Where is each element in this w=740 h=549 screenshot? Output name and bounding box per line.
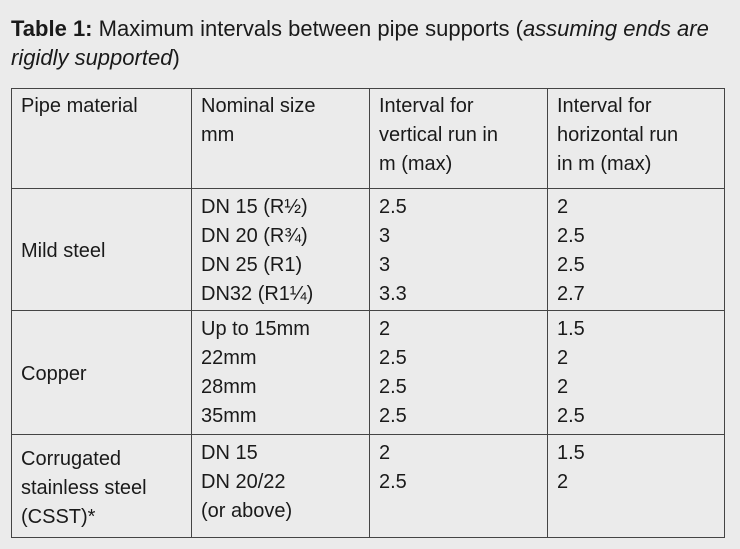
horizontal-value: 2.5 [557, 225, 585, 247]
header-line: Interval for [379, 95, 474, 117]
header-horizontal-interval: Interval for horizontal run in m (max) [547, 88, 725, 189]
header-line: in m (max) [557, 153, 652, 175]
material-line: Mild steel [21, 240, 106, 262]
material-line: Copper [21, 363, 87, 385]
size-value: DN 25 (R1) [201, 254, 303, 276]
size-value: 35mm [201, 405, 257, 427]
vertical-value: 2 [379, 442, 391, 464]
header-line: horizontal run [557, 124, 679, 146]
vertical-cell: 2.5 3 3 3.3 [369, 188, 548, 311]
vertical-cell: 2 2.5 [369, 434, 548, 538]
horizontal-cell: 1.5 2 2 2.5 [547, 310, 725, 435]
horizontal-value: 1.5 [557, 442, 585, 464]
size-value: DN 15 [201, 442, 258, 464]
caption-note: assuming ends are rigidly supported [11, 16, 709, 70]
horizontal-value: 2 [557, 376, 569, 398]
vertical-value: 2.5 [379, 405, 407, 427]
size-value: DN 15 (R½) [201, 196, 308, 218]
vertical-cell: 2 2.5 2.5 2.5 [369, 310, 548, 435]
horizontal-value: 2.5 [557, 254, 585, 276]
table-row-copper: Copper Up to 15mm 22mm 28mm 35mm 2 2.5 2… [11, 310, 725, 435]
material-cell: Mild steel [11, 188, 192, 311]
horizontal-value: 1.5 [557, 318, 585, 340]
header-vertical-interval: Interval for vertical run in m (max) [369, 88, 548, 189]
size-value: DN 20 (R¾) [201, 225, 308, 247]
vertical-value: 3 [379, 254, 391, 276]
header-nominal-size: Nominal size mm [191, 88, 370, 189]
material-cell: Corrugated stainless steel (CSST)* [11, 434, 192, 538]
material-cell: Copper [11, 310, 192, 435]
size-cell: Up to 15mm 22mm 28mm 35mm [191, 310, 370, 435]
horizontal-value: 2 [557, 196, 569, 218]
size-cell: DN 15 DN 20/22 (or above) [191, 434, 370, 538]
size-cell: DN 15 (R½) DN 20 (R¾) DN 25 (R1) DN32 (R… [191, 188, 370, 311]
table-row-csst: Corrugated stainless steel (CSST)* DN 15… [11, 434, 725, 538]
vertical-value: 2.5 [379, 196, 407, 218]
header-line: mm [201, 124, 235, 146]
size-value: (or above) [201, 500, 293, 522]
header-line: m (max) [379, 153, 453, 175]
vertical-value: 2.5 [379, 471, 407, 493]
table-row-mild-steel: Mild steel DN 15 (R½) DN 20 (R¾) DN 25 (… [11, 188, 725, 311]
caption-label: Table 1: [11, 16, 93, 41]
vertical-value: 3.3 [379, 283, 407, 305]
caption-text: Maximum intervals between pipe supports … [92, 16, 523, 41]
header-line: vertical run in [379, 124, 498, 146]
size-value: 22mm [201, 347, 257, 369]
material-line: (CSST)* [21, 505, 96, 528]
horizontal-value: 2 [557, 471, 569, 493]
header-row: Pipe material Nominal size mm Interval f… [11, 88, 725, 189]
table-caption: Table 1: Maximum intervals between pipe … [11, 14, 731, 72]
vertical-value: 2.5 [379, 376, 407, 398]
vertical-value: 2 [379, 318, 391, 340]
size-value: DN32 (R1¼) [201, 283, 314, 305]
size-value: Up to 15mm [201, 318, 310, 340]
horizontal-value: 2 [557, 347, 569, 369]
vertical-value: 2.5 [379, 347, 407, 369]
header-pipe-material: Pipe material [11, 88, 192, 189]
vertical-value: 3 [379, 225, 391, 247]
horizontal-value: 2.5 [557, 405, 585, 427]
header-line: Interval for [557, 95, 652, 117]
size-value: 28mm [201, 376, 257, 398]
pipe-support-table: Pipe material Nominal size mm Interval f… [11, 88, 725, 538]
material-line: Corrugated [21, 447, 122, 470]
header-line: Pipe material [21, 95, 138, 117]
header-line: Nominal size [201, 95, 316, 117]
horizontal-cell: 2 2.5 2.5 2.7 [547, 188, 725, 311]
horizontal-cell: 1.5 2 [547, 434, 725, 538]
material-line: stainless steel [21, 476, 147, 499]
size-value: DN 20/22 [201, 471, 286, 493]
caption-close: ) [172, 45, 180, 70]
horizontal-value: 2.7 [557, 283, 585, 305]
